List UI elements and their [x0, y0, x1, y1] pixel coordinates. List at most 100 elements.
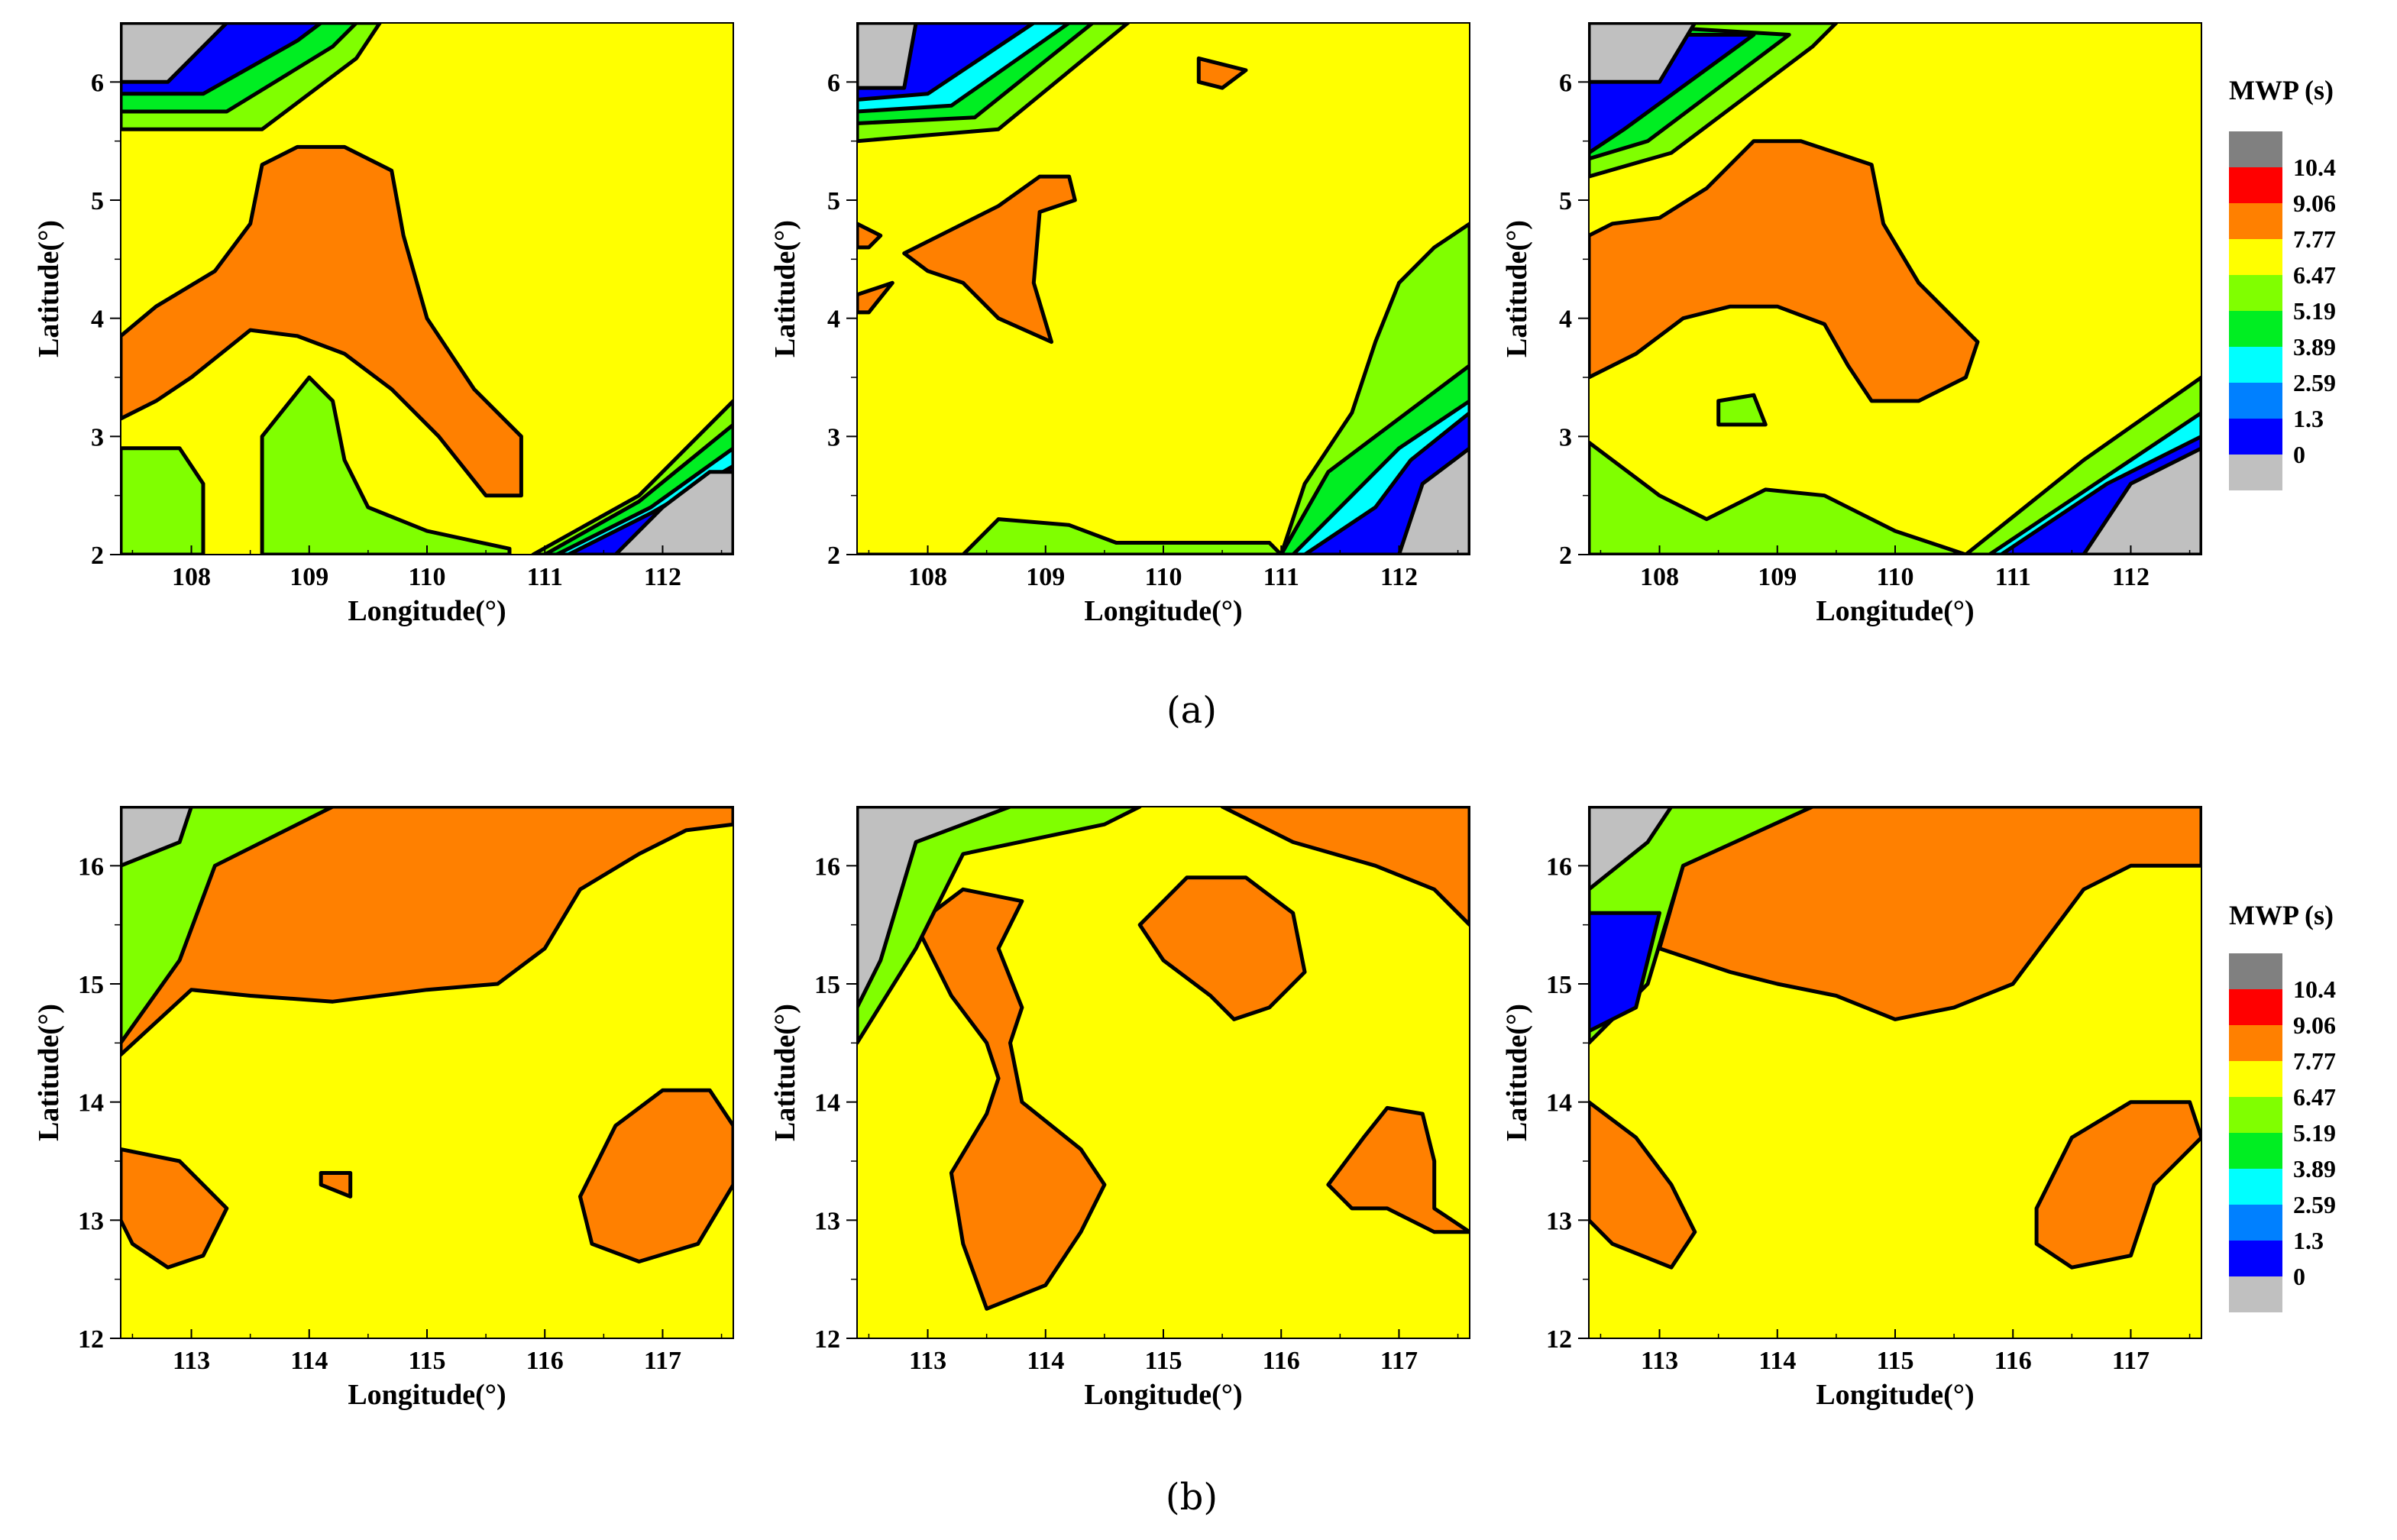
y-tick-label: 12	[1546, 1325, 1572, 1354]
colorbar-swatch	[2229, 953, 2282, 989]
x-tick-label: 108	[908, 563, 947, 591]
contour-region	[1220, 807, 1470, 927]
contour-region	[857, 222, 883, 250]
x-tick-label: 112	[1380, 563, 1418, 591]
x-tick-label: 110	[408, 563, 445, 591]
colorbar-label: 1.3	[2293, 405, 2324, 432]
contour-region	[902, 174, 1077, 345]
colorbar-swatch	[2229, 383, 2282, 419]
x-tick-label: 116	[1994, 1347, 2032, 1375]
y-tick-label: 4	[91, 306, 104, 334]
colorbar-label: 7.77	[2293, 225, 2336, 253]
colorbar-swatch	[2229, 239, 2282, 275]
contour-region	[121, 807, 193, 868]
colorbar-swatch	[2229, 1276, 2282, 1312]
colorbar-label: 9.06	[2293, 189, 2336, 217]
contour-region	[319, 1171, 353, 1199]
colorbar-b: MWP (s) 10.4 9.06 7.77 6.47 5.19 3.89 2.59 1.3 0	[2229, 900, 2336, 1312]
colorbar-swatch	[2229, 275, 2282, 311]
colorbar-swatch	[2229, 1205, 2282, 1241]
contour-region	[121, 23, 229, 84]
y-tick-label: 4	[827, 306, 840, 334]
contour-region	[121, 1147, 229, 1270]
y-axis-label: Latitude(°)	[769, 220, 801, 358]
y-axis-label: Latitude(°)	[1501, 220, 1533, 358]
colorbar-swatch	[2229, 419, 2282, 455]
colorbar-label: 0	[2293, 1263, 2305, 1290]
contour-region	[1137, 875, 1307, 1021]
colorbar-title: MWP (s)	[2229, 900, 2334, 930]
contour-region	[857, 807, 1142, 1045]
y-tick-label: 16	[78, 852, 104, 881]
colorbar-label: 0	[2293, 441, 2305, 468]
y-tick-label: 16	[1546, 852, 1572, 881]
x-tick-label: 117	[2112, 1347, 2150, 1375]
colorbar-label: 2.59	[2293, 1191, 2336, 1218]
colorbars: MWP (s)10.49.067.776.475.193.892.591.30M…	[2229, 75, 2336, 1312]
x-tick-label: 113	[173, 1347, 210, 1375]
colorbar-swatch	[2229, 1241, 2282, 1276]
y-tick-label: 6	[1559, 69, 1572, 97]
y-tick-label: 3	[1559, 423, 1572, 451]
y-tick-label: 16	[814, 852, 840, 881]
y-tick-label: 14	[78, 1089, 104, 1118]
contour-region	[1589, 911, 1661, 1034]
y-axis-label: Latitude(°)	[769, 1004, 801, 1141]
map-panel-b3: 113 114 115 116 117 12 13 14 15 16 Longitude(°) Lat…	[1501, 806, 2202, 1411]
y-tick-label: 6	[827, 69, 840, 97]
y-tick-label: 5	[827, 187, 840, 215]
colorbar-swatch	[2229, 131, 2282, 167]
contour-region	[1589, 23, 1697, 84]
colorbar-swatch	[2229, 1061, 2282, 1097]
contour-region	[613, 470, 733, 555]
contour-region	[1716, 393, 1768, 427]
y-tick-label: 15	[78, 971, 104, 999]
colorbar-swatch	[2229, 203, 2282, 239]
map-panel-a2: 108 109 110 111 112 2 3 4 5 6 Longitude(°) Latitude…	[769, 22, 1470, 627]
contour-region	[1326, 1105, 1470, 1234]
contour-region	[121, 807, 733, 1057]
colorbar-label: 10.4	[2293, 154, 2336, 181]
y-tick-label: 6	[91, 69, 104, 97]
contour-region	[260, 375, 512, 555]
colorbar-label: 6.47	[2293, 261, 2336, 289]
x-tick-label: 115	[408, 1347, 445, 1375]
map-panels: 108 109 110 111 112 2 3 4 5 6 Longitude(°) Latitude…	[33, 22, 2202, 1411]
y-tick-label: 13	[78, 1207, 104, 1235]
x-axis-label: Longitude(°)	[1816, 1379, 1974, 1411]
contour-region	[121, 144, 523, 498]
x-tick-label: 115	[1876, 1347, 1913, 1375]
y-tick-label: 15	[1546, 971, 1572, 999]
x-tick-label: 117	[644, 1347, 681, 1375]
y-tick-label: 3	[91, 423, 104, 451]
contour-region	[1589, 1100, 1697, 1270]
y-tick-label: 13	[1546, 1207, 1572, 1235]
contour-region	[578, 1088, 733, 1263]
x-axis-label: Longitude(°)	[348, 595, 506, 627]
colorbar-swatch	[2229, 311, 2282, 347]
colorbar-label: 3.89	[2293, 333, 2336, 361]
x-tick-label: 112	[2112, 563, 2150, 591]
colorbar-a: MWP (s) 10.4 9.06 7.77 6.47 5.19 3.89 2.59 1.3 0	[2229, 75, 2336, 490]
colorbar-swatch	[2229, 1025, 2282, 1061]
colorbar-swatch	[2229, 989, 2282, 1025]
x-axis-label: Longitude(°)	[1816, 595, 1974, 627]
x-tick-label: 112	[644, 563, 681, 591]
map-panel-b1: 113 114 115 116 117 12 13 14 15 16 Longitude(°) Lat…	[33, 806, 734, 1411]
y-axis-label: Latitude(°)	[33, 1004, 65, 1141]
y-tick-label: 3	[827, 423, 840, 451]
colorbar-swatch	[2229, 1097, 2282, 1133]
colorbar-label: 3.89	[2293, 1155, 2336, 1182]
x-tick-label: 108	[172, 563, 211, 591]
colorbar-swatch	[2229, 455, 2282, 490]
map-panel-b2: 113 114 115 116 117 12 13 14 15 16 Longitude(°) Lat…	[769, 806, 1470, 1411]
colorbar-label: 9.06	[2293, 1011, 2336, 1039]
y-tick-label: 12	[78, 1325, 104, 1354]
x-tick-label: 114	[1027, 1347, 1064, 1375]
x-tick-label: 111	[1995, 563, 2031, 591]
contour-region	[857, 517, 1283, 555]
colorbar-label: 5.19	[2293, 297, 2336, 325]
x-tick-label: 114	[290, 1347, 328, 1375]
x-tick-label: 109	[1026, 563, 1065, 591]
colorbar-label: 5.19	[2293, 1119, 2336, 1147]
